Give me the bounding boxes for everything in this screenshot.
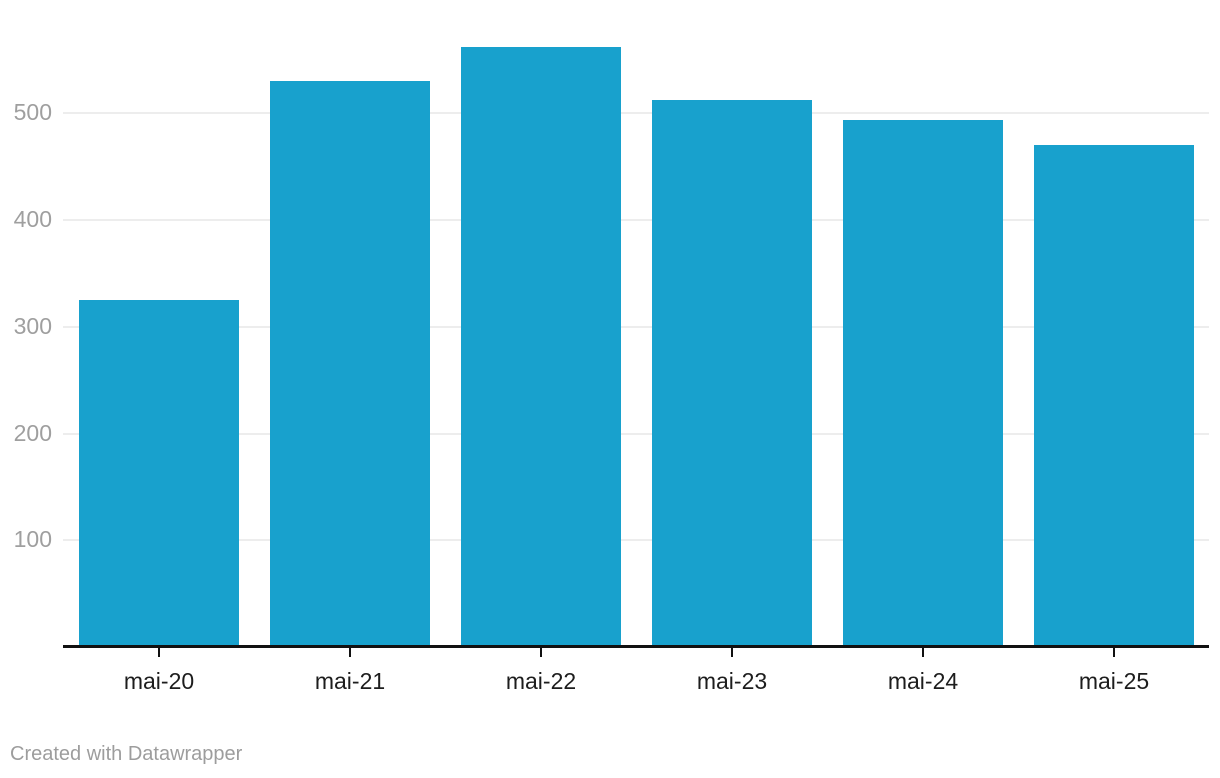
bar-mai-21[interactable] xyxy=(270,81,430,647)
bar-mai-22[interactable] xyxy=(461,47,621,647)
gridline xyxy=(63,112,1209,115)
y-axis-tick-label: 200 xyxy=(13,419,52,446)
gridline xyxy=(63,325,1209,328)
x-axis-tick xyxy=(1113,648,1115,657)
y-axis-tick-label: 100 xyxy=(13,526,52,553)
datawrapper-credit-link[interactable]: Created with Datawrapper xyxy=(10,743,243,765)
y-axis-tick-label: 500 xyxy=(13,99,52,126)
gridline xyxy=(63,539,1209,542)
bar-mai-25[interactable] xyxy=(1034,145,1194,647)
gridline xyxy=(63,432,1209,435)
x-axis-tick xyxy=(922,648,924,657)
y-axis-tick-label: 400 xyxy=(13,206,52,232)
x-axis-tick-label: mai-24 xyxy=(887,668,959,694)
x-axis-tick-label: mai-20 xyxy=(123,668,195,694)
x-axis-tick xyxy=(158,648,160,657)
x-axis-tick-label: mai-23 xyxy=(696,668,768,694)
x-axis-tick xyxy=(731,648,733,657)
x-axis-tick-label: mai-25 xyxy=(1078,668,1150,694)
x-axis-tick-label: mai-21 xyxy=(314,668,386,694)
bar-mai-24[interactable] xyxy=(843,119,1003,647)
y-axis-tick-label: 300 xyxy=(13,312,52,339)
x-axis-tick-label: mai-22 xyxy=(505,668,577,694)
x-axis-tick xyxy=(540,648,542,657)
gridline xyxy=(63,219,1209,221)
bar-mai-23[interactable] xyxy=(652,100,812,647)
x-axis-tick xyxy=(349,648,351,657)
bar-mai-20[interactable] xyxy=(79,300,239,647)
x-axis-line xyxy=(63,645,1209,648)
